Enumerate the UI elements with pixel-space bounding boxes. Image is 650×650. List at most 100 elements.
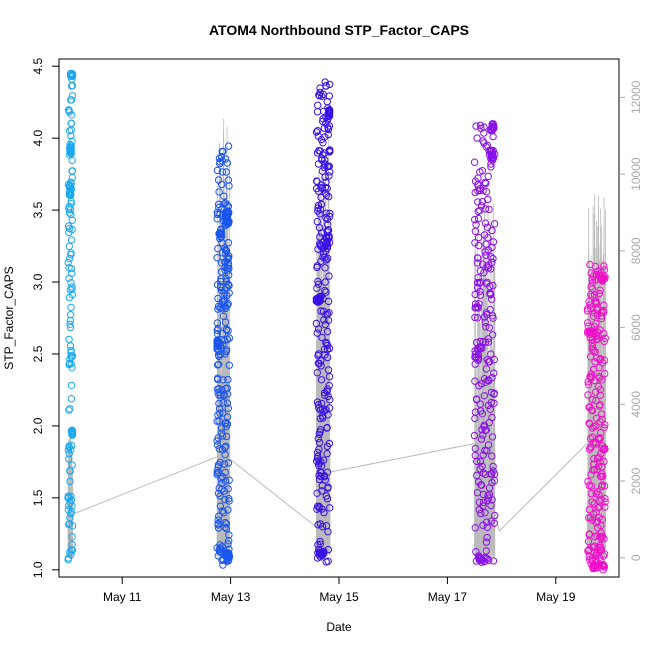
data-point xyxy=(586,372,594,381)
data-point xyxy=(213,166,222,175)
data-point xyxy=(584,547,592,555)
data-point xyxy=(487,517,496,525)
series-5 xyxy=(583,260,609,574)
data-point xyxy=(319,117,327,126)
data-point xyxy=(65,108,74,116)
data-point xyxy=(600,301,608,309)
data-point xyxy=(220,390,229,399)
data-point xyxy=(484,491,492,500)
data-point xyxy=(225,361,234,369)
data-point xyxy=(225,494,233,503)
data-point xyxy=(594,335,602,343)
data-point xyxy=(587,283,595,291)
data-point xyxy=(585,505,594,514)
data-point xyxy=(472,122,480,130)
data-point xyxy=(214,338,222,347)
data-point xyxy=(592,299,600,307)
data-point xyxy=(471,313,479,322)
data-point xyxy=(584,477,592,486)
data-point xyxy=(213,471,221,479)
data-point xyxy=(66,316,75,325)
data-point xyxy=(313,329,321,337)
data-points xyxy=(64,69,609,574)
data-point xyxy=(588,285,597,293)
data-point xyxy=(224,540,232,548)
data-point xyxy=(598,442,607,450)
data-point xyxy=(590,455,598,463)
data-point xyxy=(318,167,327,175)
data-point xyxy=(214,521,222,529)
data-point xyxy=(68,167,76,175)
data-point xyxy=(592,396,600,405)
data-point xyxy=(598,376,606,384)
data-point xyxy=(322,256,330,264)
data-point xyxy=(219,312,228,320)
data-point xyxy=(214,324,222,333)
data-point xyxy=(313,398,322,406)
data-point xyxy=(477,124,485,133)
data-point xyxy=(324,297,333,306)
data-point xyxy=(488,452,496,460)
data-point xyxy=(483,523,491,531)
data-point xyxy=(313,177,321,185)
data-point xyxy=(67,251,75,259)
data-point xyxy=(218,180,226,189)
data-point xyxy=(67,236,76,244)
data-point xyxy=(321,133,329,141)
data-point xyxy=(596,286,604,294)
y-axis-label: STP_Factor_CAPS xyxy=(2,266,16,369)
data-point xyxy=(488,152,496,160)
data-point xyxy=(479,451,487,459)
y2-tick-label: 12000 xyxy=(629,80,643,114)
x-tick-label: May 19 xyxy=(536,590,576,604)
data-point xyxy=(489,281,497,290)
data-point xyxy=(325,108,333,116)
data-point xyxy=(319,151,327,159)
data-point xyxy=(596,541,604,550)
data-point xyxy=(222,168,230,176)
data-point xyxy=(488,258,496,266)
x-axis: May 11 May 13 May 15 May 17 May 19 xyxy=(103,577,576,604)
data-point xyxy=(484,234,492,242)
series-1 xyxy=(64,69,77,564)
data-point xyxy=(596,434,604,442)
data-point xyxy=(319,250,328,258)
data-point xyxy=(321,78,329,86)
data-point xyxy=(325,172,333,180)
data-point xyxy=(316,426,325,434)
data-point xyxy=(317,376,326,384)
data-point xyxy=(317,307,325,315)
data-point xyxy=(68,283,76,291)
data-point xyxy=(215,512,223,520)
data-point xyxy=(216,159,224,168)
data-point xyxy=(68,533,76,541)
data-point xyxy=(595,453,603,461)
data-point xyxy=(479,490,488,499)
x-axis-label: Date xyxy=(326,620,352,634)
data-point xyxy=(67,71,76,79)
data-point xyxy=(584,381,593,389)
data-point xyxy=(486,290,494,298)
data-point xyxy=(600,482,609,490)
data-point xyxy=(213,254,221,262)
data-point xyxy=(313,369,321,377)
data-point xyxy=(475,506,483,514)
data-point xyxy=(222,215,231,223)
data-point xyxy=(324,392,332,401)
data-point xyxy=(324,528,332,536)
data-point xyxy=(481,219,490,227)
data-point xyxy=(65,449,73,458)
data-point xyxy=(66,191,75,200)
data-point xyxy=(482,323,490,331)
data-point xyxy=(596,418,604,426)
data-point xyxy=(471,444,480,453)
data-point xyxy=(477,509,485,518)
y-tick-label: 3.5 xyxy=(31,201,45,218)
data-point xyxy=(224,255,232,263)
data-point xyxy=(592,508,600,516)
data-point xyxy=(488,478,496,487)
data-point xyxy=(600,424,608,432)
data-point xyxy=(67,119,75,128)
data-point xyxy=(471,188,479,197)
data-point xyxy=(65,127,74,135)
